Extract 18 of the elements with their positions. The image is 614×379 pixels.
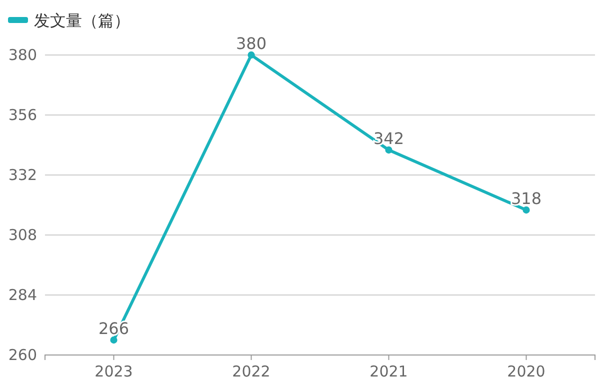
y-tick-label: 380 bbox=[8, 46, 37, 64]
x-tick-label: 2023 bbox=[94, 362, 133, 379]
point bbox=[522, 206, 530, 214]
point bbox=[248, 51, 255, 59]
y-tick-label: 332 bbox=[8, 166, 37, 184]
point bbox=[110, 336, 118, 344]
y-tick-label: 260 bbox=[8, 346, 37, 364]
data-label: 380 bbox=[236, 34, 267, 53]
x-tick-label: 2020 bbox=[507, 362, 546, 379]
data-label: 342 bbox=[373, 129, 404, 148]
y-tick-label: 308 bbox=[8, 226, 37, 244]
legend-label: 发文量（篇） bbox=[34, 11, 130, 30]
point bbox=[385, 146, 392, 154]
y-tick-label: 284 bbox=[8, 286, 37, 304]
data-label: 318 bbox=[510, 189, 542, 208]
y-tick-label: 356 bbox=[8, 106, 37, 124]
x-tick-label: 2022 bbox=[232, 362, 270, 379]
x-tick-label: 2021 bbox=[370, 362, 408, 379]
